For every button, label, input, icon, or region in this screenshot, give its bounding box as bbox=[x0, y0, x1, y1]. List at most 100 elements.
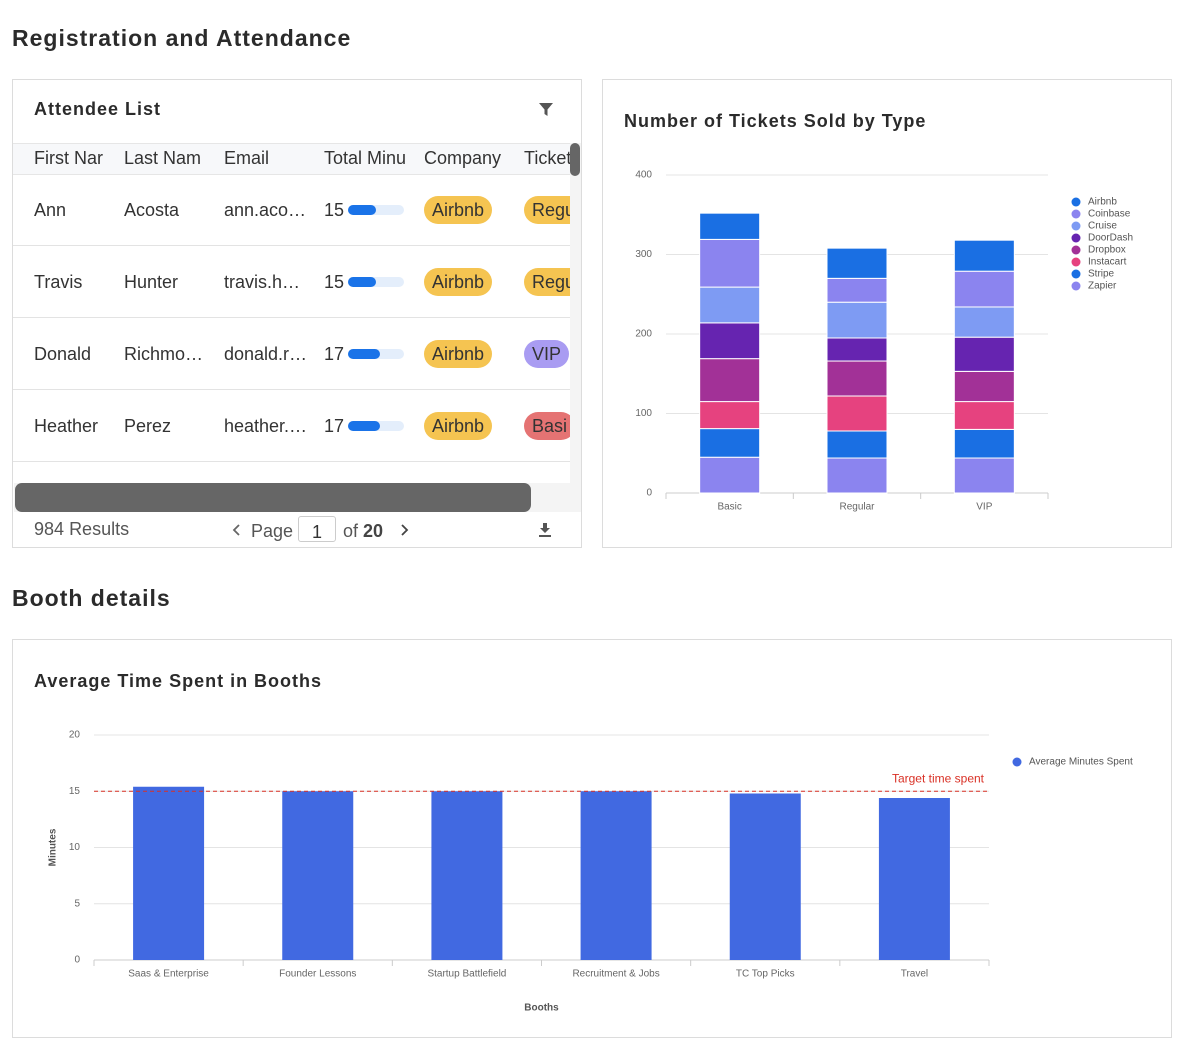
table-cell: Perez bbox=[124, 416, 172, 436]
y-tick-label: 20 bbox=[69, 730, 81, 741]
table-cell: Acosta bbox=[124, 200, 180, 220]
legend-label[interactable]: DoorDash bbox=[1088, 233, 1133, 244]
bar-segment bbox=[953, 239, 1015, 272]
bar-segment bbox=[826, 360, 888, 397]
bar-segment bbox=[699, 358, 761, 403]
legend-label[interactable]: Airbnb bbox=[1088, 197, 1117, 208]
legend-swatch bbox=[1071, 269, 1081, 279]
download-icon[interactable] bbox=[537, 522, 553, 538]
minutes-value: 17 bbox=[324, 416, 345, 436]
minutes-value: 17 bbox=[324, 344, 345, 364]
bar-segment bbox=[953, 270, 1015, 308]
ticket-chip: Regu bbox=[524, 268, 570, 296]
chart-title: Number of Tickets Sold by Type bbox=[624, 111, 926, 131]
bar-segment bbox=[953, 306, 1015, 338]
column-header[interactable]: Email bbox=[224, 148, 270, 168]
legend-swatch bbox=[1071, 209, 1081, 219]
v-scroll-thumb[interactable] bbox=[570, 143, 580, 176]
bar-segment bbox=[953, 457, 1015, 494]
legend-label[interactable]: Coinbase bbox=[1088, 209, 1131, 220]
bar bbox=[729, 793, 801, 960]
prev-page[interactable] bbox=[232, 523, 242, 537]
company-chip: Airbnb bbox=[424, 340, 493, 368]
bar-segment bbox=[826, 395, 888, 432]
legend-swatch bbox=[1012, 757, 1022, 767]
y-tick-label: 0 bbox=[646, 488, 652, 499]
h-scroll-thumb[interactable] bbox=[15, 483, 531, 512]
x-tick-label: Recruitment & Jobs bbox=[572, 969, 659, 980]
bar-segment bbox=[953, 401, 1015, 430]
filter-icon[interactable] bbox=[539, 103, 553, 117]
bar bbox=[282, 791, 354, 960]
page-count: 20 bbox=[363, 521, 384, 541]
legend-swatch bbox=[1071, 221, 1081, 231]
column-header[interactable]: Last Nam bbox=[124, 148, 202, 168]
legend-swatch bbox=[1071, 281, 1081, 291]
column-header[interactable]: First Nar bbox=[34, 148, 103, 168]
bar-segment bbox=[826, 337, 888, 362]
next-page[interactable] bbox=[399, 523, 409, 537]
table-cell: ann.aco… bbox=[224, 200, 307, 220]
bar bbox=[580, 791, 652, 960]
x-tick-label: VIP bbox=[976, 502, 992, 513]
table-cell: Hunter bbox=[124, 272, 179, 292]
minutes-value: 15 bbox=[324, 272, 345, 292]
y-tick-label: 15 bbox=[69, 786, 81, 797]
bar-segment bbox=[699, 286, 761, 324]
legend-label[interactable]: Instacart bbox=[1088, 257, 1127, 268]
x-tick-label: Regular bbox=[839, 502, 875, 513]
bar-segment bbox=[826, 457, 888, 494]
table-cell: heather.… bbox=[224, 416, 308, 436]
legend-label[interactable]: Zapier bbox=[1088, 281, 1117, 292]
x-tick-label: Founder Lessons bbox=[279, 969, 356, 980]
page-input[interactable]: 1 bbox=[298, 516, 336, 542]
column-header[interactable]: Ticket bbox=[524, 148, 570, 168]
results-number: 984 bbox=[34, 519, 65, 539]
minutes-track bbox=[348, 205, 404, 215]
reference-label: Target time spent bbox=[892, 771, 985, 785]
row-divider bbox=[13, 245, 570, 246]
bar-segment bbox=[699, 322, 761, 360]
row-divider bbox=[13, 461, 570, 462]
bar-segment bbox=[953, 428, 1015, 459]
x-tick-label: Basic bbox=[717, 502, 741, 513]
bar-segment bbox=[699, 428, 761, 458]
legend-swatch bbox=[1071, 233, 1081, 243]
page-label: Page bbox=[251, 521, 294, 541]
section-title: Registration and Attendance bbox=[12, 25, 352, 51]
minutes-track bbox=[348, 421, 404, 431]
bar-segment bbox=[826, 247, 888, 279]
bar-segment bbox=[953, 336, 1015, 372]
column-header[interactable]: Company bbox=[424, 148, 502, 168]
table-viewport: First Nar Last Nam Email Total Minu Company T… bbox=[13, 80, 570, 512]
legend-label[interactable]: Dropbox bbox=[1088, 245, 1126, 256]
legend-label[interactable]: Average Minutes Spent bbox=[1029, 757, 1133, 768]
legend-label[interactable]: Stripe bbox=[1088, 269, 1115, 280]
table-cell: Heather bbox=[34, 416, 99, 436]
bar-segment bbox=[699, 456, 761, 494]
chart: Average Time Spent in Booths 0 5 10 15 20 Saas… bbox=[34, 671, 1133, 1014]
company-chip: Airbnb bbox=[424, 268, 493, 296]
legend-label[interactable]: Cruise bbox=[1088, 221, 1117, 232]
section-title: Booth details bbox=[12, 585, 171, 611]
column-header[interactable]: Total Minu bbox=[324, 148, 407, 168]
bar-segment bbox=[826, 277, 888, 303]
minutes-bar bbox=[348, 205, 377, 215]
minutes-value: 15 bbox=[324, 200, 345, 220]
minutes-bar bbox=[348, 277, 377, 287]
bar bbox=[878, 798, 950, 960]
table-cell: Travis bbox=[34, 272, 83, 292]
x-tick-label: TC Top Picks bbox=[736, 969, 795, 980]
bar-segment bbox=[826, 301, 888, 339]
bar-segment bbox=[699, 212, 761, 240]
table-cell: donald.r… bbox=[224, 344, 308, 364]
chart-card: Average Time Spent in Booths 0 5 10 15 20 Saas… bbox=[12, 639, 1172, 1038]
company-chip: Airbnb bbox=[424, 196, 493, 224]
attendee-card: Attendee List First Nar Last Nam Email Tota… bbox=[12, 79, 582, 548]
page-of: of 20 bbox=[343, 519, 383, 543]
results-label: Results bbox=[69, 519, 130, 539]
x-tick-label: Startup Battlefield bbox=[427, 969, 506, 980]
row-divider bbox=[13, 317, 570, 318]
bar bbox=[431, 791, 503, 960]
chart: Number of Tickets Sold by Type 0 100 200 300… bbox=[624, 111, 1133, 513]
